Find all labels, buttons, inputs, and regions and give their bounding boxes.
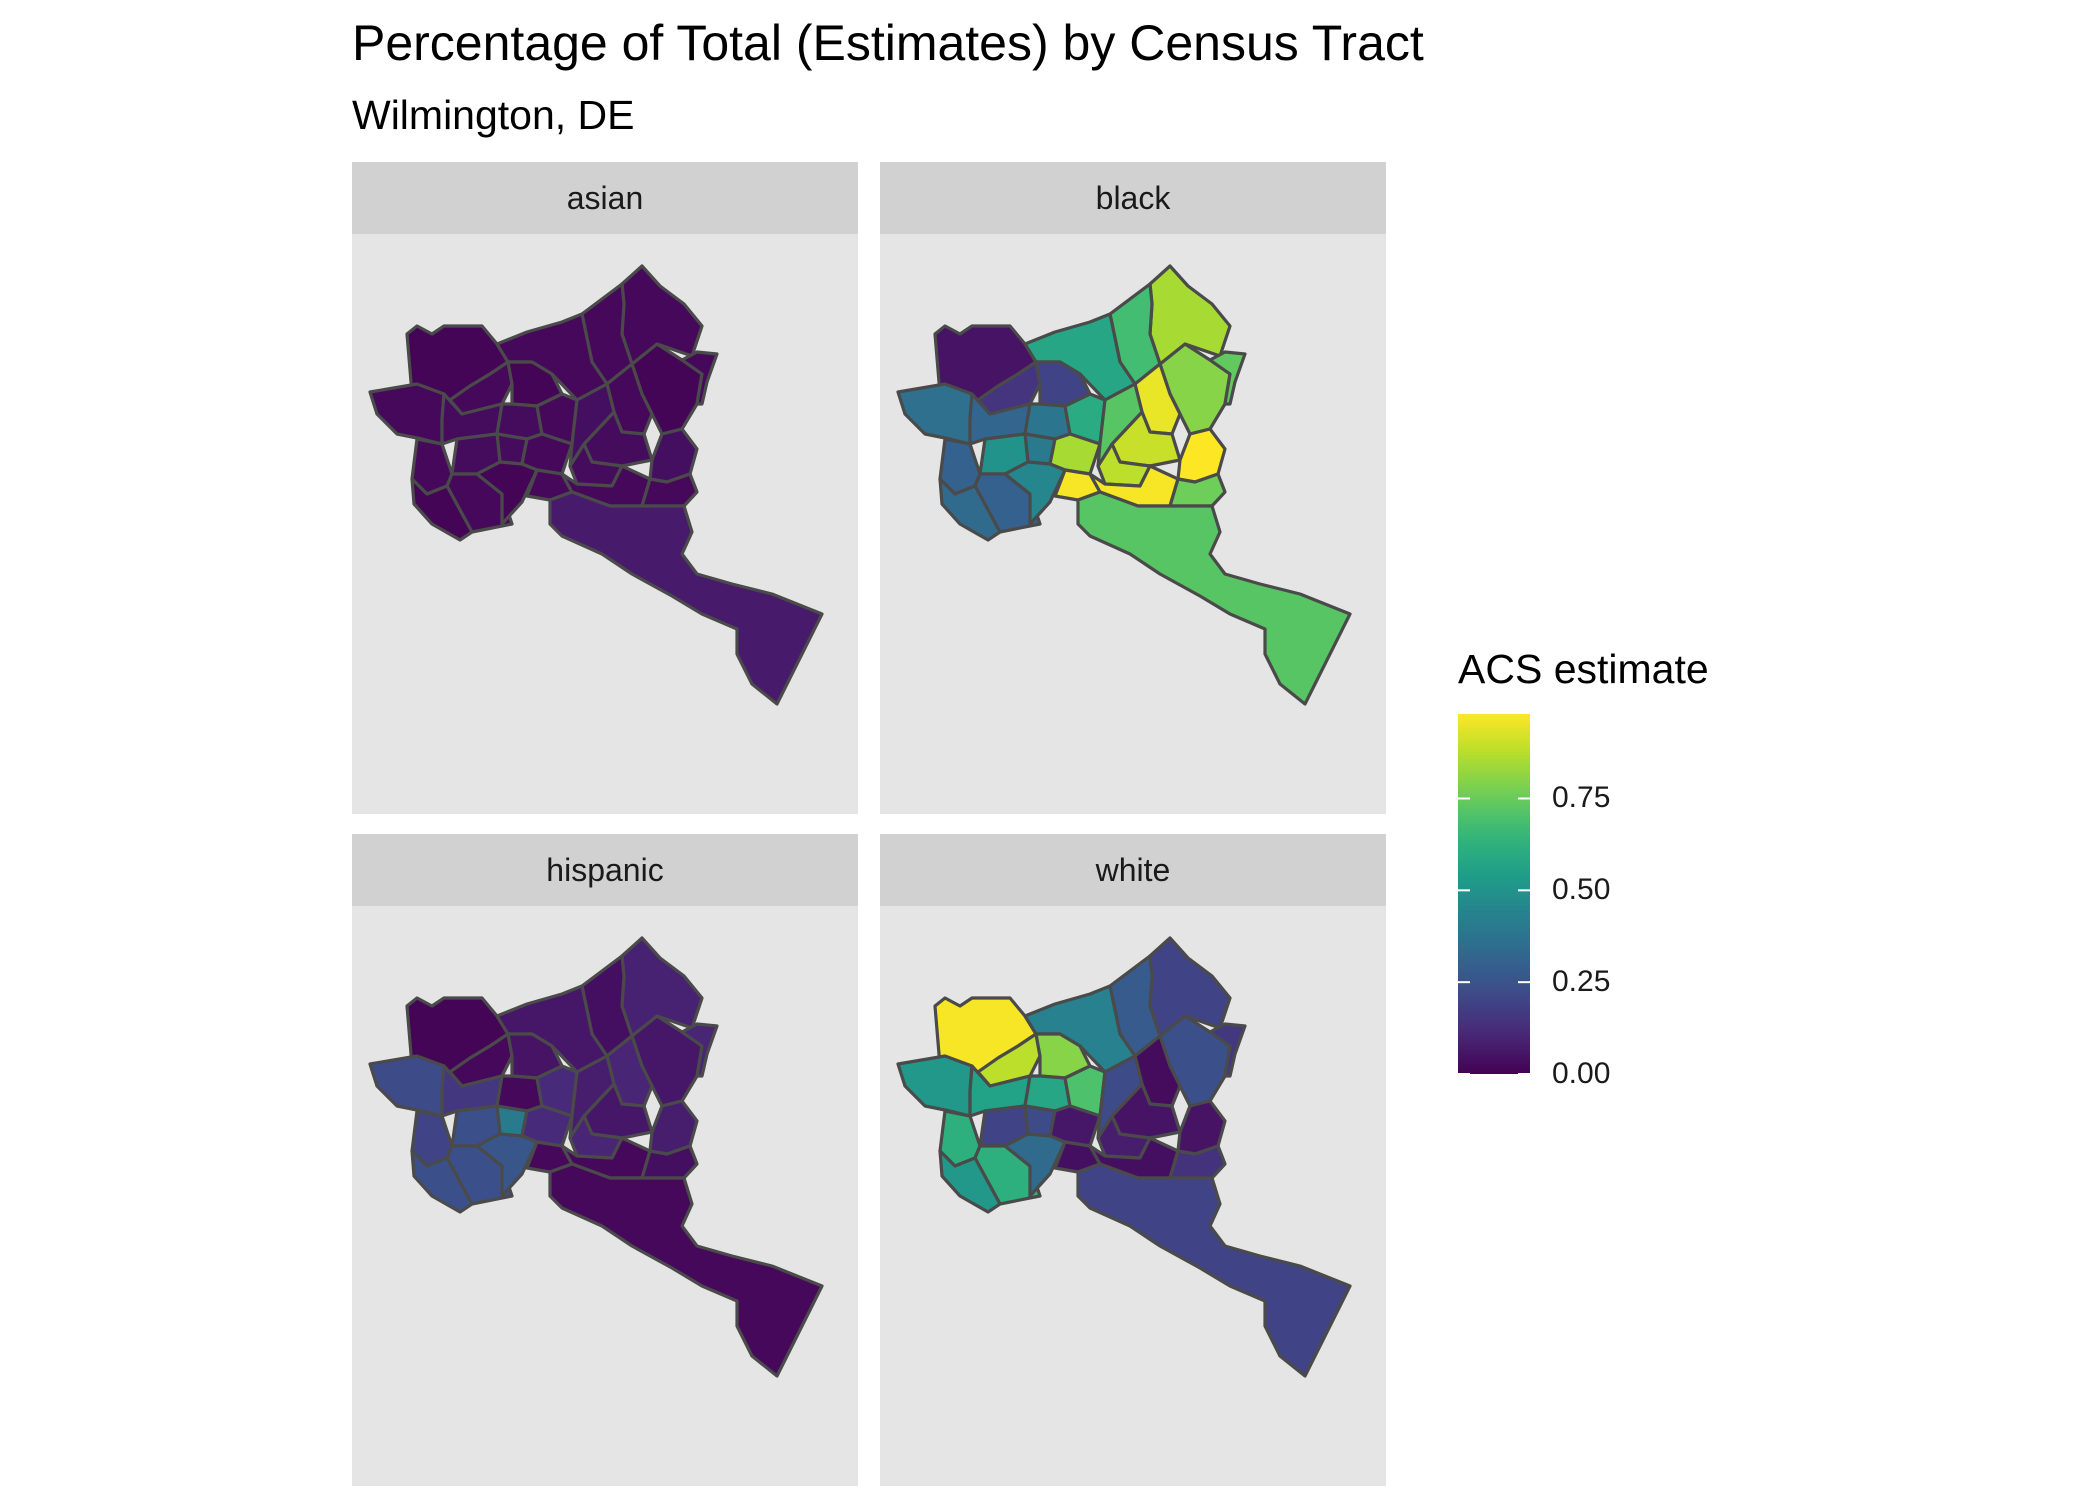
tract-e4: [1096, 1054, 1144, 1140]
legend-tick-label: 0.25: [1552, 965, 1611, 999]
legend-tick-label: 0.75: [1552, 781, 1611, 815]
tract-sw2: [410, 1149, 474, 1214]
tract-river: [548, 1162, 824, 1378]
tract-ne4: [680, 350, 719, 406]
map-asian: [368, 264, 824, 706]
facet-strip-label: white: [880, 834, 1386, 906]
tract-sw2: [938, 477, 1002, 542]
map-black: [896, 264, 1352, 706]
chart-title: Percentage of Total (Estimates) by Censu…: [352, 15, 1424, 71]
tract-sw2: [938, 1149, 1002, 1214]
tract-ne4: [680, 1022, 719, 1078]
facet-panel-black: black: [880, 162, 1386, 814]
colorbar-gradient: [1458, 714, 1530, 1074]
tract-w1: [368, 382, 446, 446]
facet-panel-hispanic: hispanic: [352, 834, 858, 1486]
map-white: [896, 936, 1352, 1378]
tract-sw2: [410, 477, 474, 542]
legend-tick-label: 0.00: [1552, 1057, 1611, 1090]
tract-river: [1076, 490, 1352, 706]
facet-strip-label: asian: [352, 162, 858, 234]
chart-subtitle: Wilmington, DE: [352, 92, 635, 138]
facet-strip-label: hispanic: [352, 834, 858, 906]
tract-w1: [896, 382, 974, 446]
tract-ne4: [1208, 1022, 1247, 1078]
tract-e4: [568, 382, 616, 468]
legend-tick-label: 0.50: [1552, 873, 1611, 907]
tract-river: [1076, 1162, 1352, 1378]
legend-title: ACS estimate: [1458, 646, 1709, 692]
tract-w1: [368, 1054, 446, 1118]
map-hispanic: [368, 936, 824, 1378]
facet-panel-asian: asian: [352, 162, 858, 814]
facet-panel-white: white: [880, 834, 1386, 1486]
tract-ne4: [1208, 350, 1247, 406]
tract-river: [548, 490, 824, 706]
tract-e4: [1096, 382, 1144, 468]
legend-colorbar: [1458, 714, 1530, 1074]
facet-strip-label: black: [880, 162, 1386, 234]
tract-w1: [896, 1054, 974, 1118]
tract-e4: [568, 1054, 616, 1140]
